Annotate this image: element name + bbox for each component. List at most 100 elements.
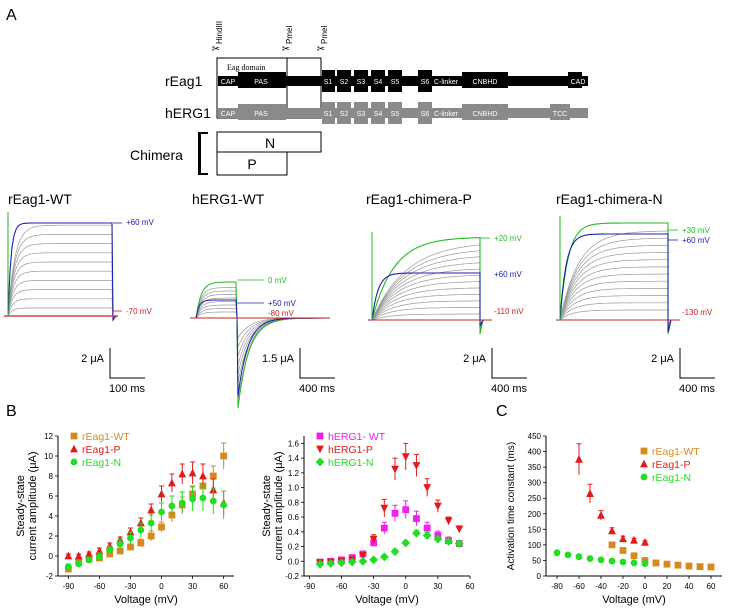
current-trace [368, 274, 490, 329]
panel-label-c: C [496, 403, 508, 420]
y-tick-label: 0.2 [288, 543, 300, 552]
data-point [75, 560, 83, 568]
data-point [137, 539, 145, 547]
trace-title-herg1-wt: hERG1-WT [192, 191, 265, 207]
y-tick-label: 1.0 [288, 484, 300, 493]
current-trace [4, 261, 118, 319]
reag1-tm-blocks [322, 70, 582, 92]
x-tick-label: -80 [551, 582, 563, 591]
y-tick-label: -0.2 [285, 572, 299, 581]
current-trace [368, 262, 490, 331]
scale-bar [109, 348, 715, 379]
data-point [422, 531, 432, 540]
current-trace [556, 302, 680, 325]
current-trace [192, 281, 331, 409]
scale-x-label: 400 ms [491, 383, 528, 395]
svg-text:S3: S3 [357, 79, 366, 86]
chimera-p-box [216, 151, 288, 176]
data-point [575, 454, 583, 463]
current-trace [368, 244, 490, 333]
current-trace [368, 268, 490, 330]
chimera-p-label: P [247, 156, 256, 172]
data-point [640, 447, 648, 455]
legend-label: rEag1-WT [82, 431, 130, 443]
y-tick-label: 50 [532, 556, 541, 565]
data-point [641, 538, 649, 546]
current-trace [556, 266, 680, 328]
data-point [597, 510, 605, 519]
data-point [630, 559, 638, 567]
chimera-n-label: N [265, 135, 275, 151]
svg-text:S3: S3 [357, 111, 366, 118]
y-tick-label: 6 [49, 492, 54, 501]
data-point [380, 524, 388, 532]
current-trace [368, 250, 490, 333]
data-point [696, 563, 704, 571]
data-point [608, 557, 616, 565]
trace-label: -80 mV [268, 309, 294, 318]
data-point [663, 560, 671, 568]
legend-label: rEag1-P [82, 444, 121, 456]
reag1-bar [218, 76, 588, 86]
series-reag1-wt [608, 541, 715, 571]
herg1-tm-blocks [322, 102, 570, 124]
x-axis-label: Voltage (mV) [355, 594, 419, 606]
data-point [347, 557, 357, 567]
y-tick-label: 8 [49, 472, 54, 481]
current-trace [368, 237, 490, 335]
data-point [127, 534, 134, 542]
data-point [358, 556, 368, 566]
current-trace [4, 289, 118, 319]
legend-label: rEag1-N [82, 457, 121, 469]
series-reag1-n [553, 549, 649, 567]
data-point [316, 445, 324, 454]
trace-label: 0 mV [268, 276, 287, 285]
data-point [412, 462, 421, 470]
data-point [70, 458, 78, 466]
x-tick-label: -60 [336, 582, 348, 591]
svg-text:TCC: TCC [553, 111, 567, 118]
scale-x-label: 400 ms [679, 383, 716, 395]
reag1-segment-labels: CAP PAS S1 S2 S3 S4 S5 S6 C-linker CNBHD… [221, 79, 586, 86]
data-point [619, 558, 627, 566]
data-point [597, 556, 605, 564]
current-trace [4, 298, 118, 319]
trace-label: -70 mV [126, 307, 152, 316]
construct-diagram: ✂ HindIII ✂ PmeI ✂ PmeI Eag domain rEag1… [130, 21, 588, 176]
data-point [178, 469, 187, 478]
data-point [586, 555, 594, 562]
x-tick-label: -30 [368, 582, 380, 591]
svg-text:S4: S4 [374, 111, 383, 118]
data-point [619, 547, 627, 554]
data-point [630, 535, 638, 544]
y-tick-label: 300 [528, 479, 542, 488]
trace-label: +20 mV [494, 234, 522, 243]
data-point [423, 524, 431, 532]
svg-text:C-linker: C-linker [434, 111, 459, 118]
current-trace [368, 272, 490, 327]
current-trace [368, 300, 490, 326]
data-point [640, 459, 648, 468]
data-point [106, 546, 114, 554]
data-point [199, 471, 207, 480]
data-point [391, 465, 399, 474]
x-tick-label: 60 [466, 582, 475, 591]
current-trace [192, 294, 331, 384]
trace-title-chimera-p: rEag1-chimera-P [366, 191, 472, 207]
current-trace [556, 222, 680, 335]
svg-text:PAS: PAS [254, 79, 268, 86]
current-trace [368, 313, 490, 326]
y-tick-label: 100 [528, 541, 542, 550]
svg-text:S2: S2 [340, 111, 349, 118]
current-trace [4, 280, 118, 319]
y-tick-label: 10 [44, 452, 53, 461]
data-point [116, 547, 124, 555]
data-point [199, 494, 207, 502]
current-trace [556, 280, 680, 327]
x-tick-label: 60 [219, 582, 228, 591]
data-point [96, 553, 103, 561]
site-label-pmei-1: PmeI [285, 25, 294, 44]
x-axis-label: Voltage (mV) [114, 594, 178, 606]
chart-2: 0 50 100 150 200 250 300 350 400 450 -80 -60 -40 -20 0… [506, 432, 722, 606]
